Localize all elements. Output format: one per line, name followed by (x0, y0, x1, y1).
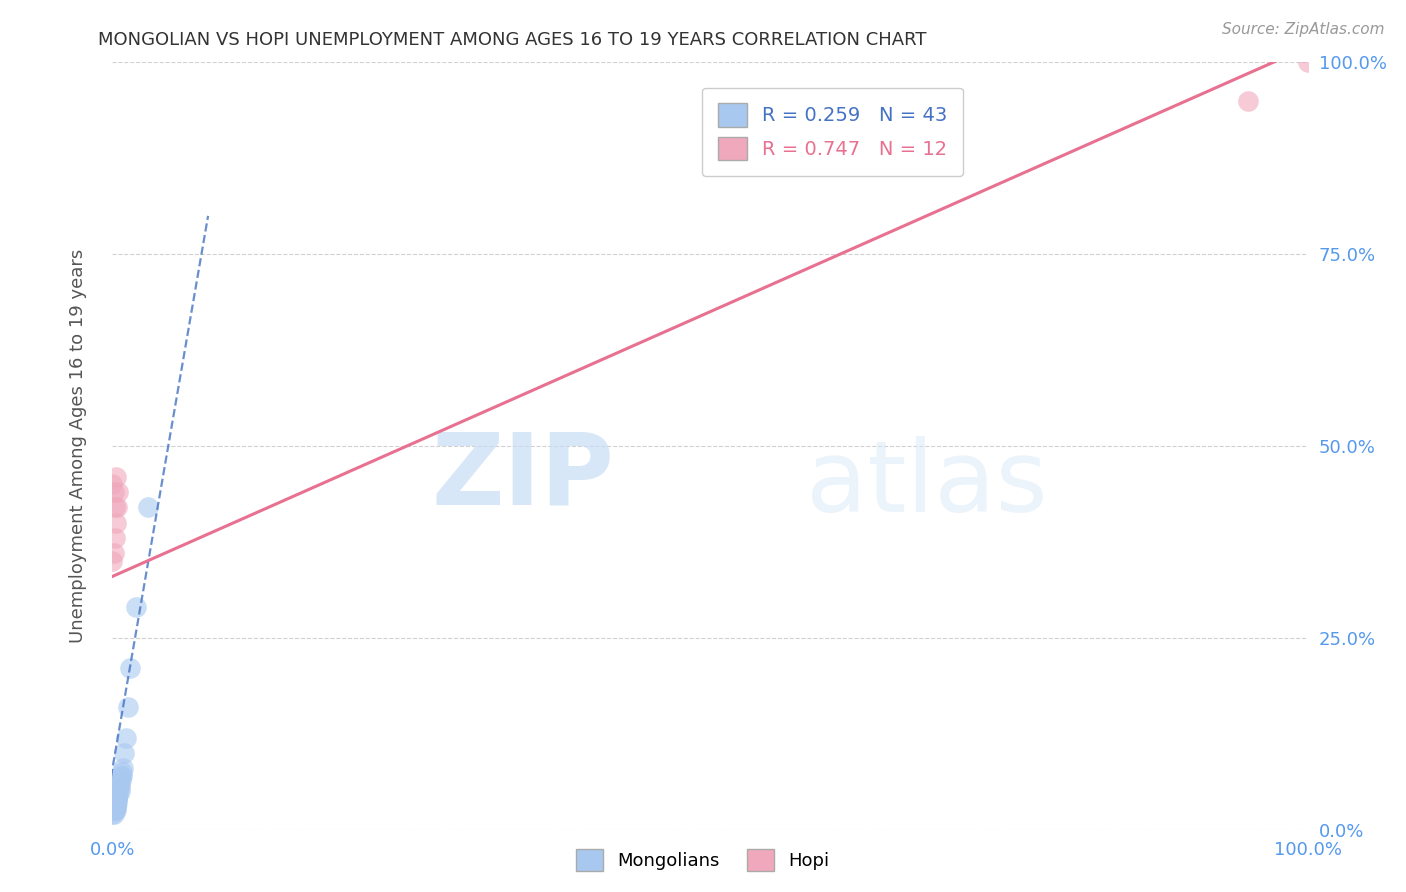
Point (103, 807, 125, 822)
Point (105, 788, 128, 802)
Point (105, 792, 128, 806)
Point (105, 784, 128, 798)
Point (108, 780, 131, 795)
Point (105, 799, 128, 814)
Point (111, 765, 134, 780)
Point (101, 554, 124, 568)
Point (120, 661, 142, 675)
Point (103, 796, 125, 810)
Point (110, 769, 132, 783)
Point (101, 807, 124, 822)
Point (138, 500, 160, 515)
Point (105, 799, 128, 814)
Point (103, 485, 125, 500)
Point (101, 792, 124, 806)
Point (105, 792, 128, 806)
Point (105, 792, 128, 806)
Text: MONGOLIAN VS HOPI UNEMPLOYMENT AMONG AGES 16 TO 19 YEARS CORRELATION CHART: MONGOLIAN VS HOPI UNEMPLOYMENT AMONG AGE… (98, 31, 927, 49)
Point (111, 769, 134, 783)
Point (103, 546, 125, 560)
Y-axis label: Unemployment Among Ages 16 to 19 years: Unemployment Among Ages 16 to 19 years (69, 249, 87, 643)
Text: Source: ZipAtlas.com: Source: ZipAtlas.com (1222, 22, 1385, 37)
Point (103, 804, 125, 818)
Point (104, 799, 127, 814)
Point (104, 531, 127, 545)
Point (105, 796, 128, 810)
Point (105, 516, 128, 530)
Legend: R = 0.259   N = 43, R = 0.747   N = 12: R = 0.259 N = 43, R = 0.747 N = 12 (702, 87, 963, 176)
Point (104, 804, 127, 818)
Point (108, 776, 131, 790)
Point (107, 788, 129, 802)
Point (104, 796, 127, 810)
Point (101, 799, 124, 814)
Point (105, 804, 128, 818)
Point (117, 699, 139, 714)
Legend: Mongolians, Hopi: Mongolians, Hopi (569, 842, 837, 879)
Point (101, 477, 124, 491)
Point (1237, 94, 1260, 108)
Text: atlas: atlas (806, 436, 1047, 533)
Point (105, 796, 128, 810)
Point (107, 784, 129, 798)
Point (105, 500, 128, 515)
Point (104, 799, 127, 814)
Point (107, 780, 129, 795)
Point (105, 469, 128, 483)
Point (114, 746, 135, 760)
Point (105, 788, 128, 802)
Point (103, 792, 125, 806)
Point (107, 776, 129, 790)
Point (107, 485, 129, 500)
Point (114, 731, 136, 745)
Point (125, 600, 148, 615)
Point (1296, 55, 1319, 70)
Point (103, 799, 125, 814)
Point (105, 780, 128, 795)
Text: ZIP: ZIP (432, 428, 614, 525)
Point (108, 784, 131, 798)
Point (112, 761, 135, 775)
Point (104, 792, 127, 806)
Point (104, 500, 127, 515)
Point (110, 772, 132, 787)
